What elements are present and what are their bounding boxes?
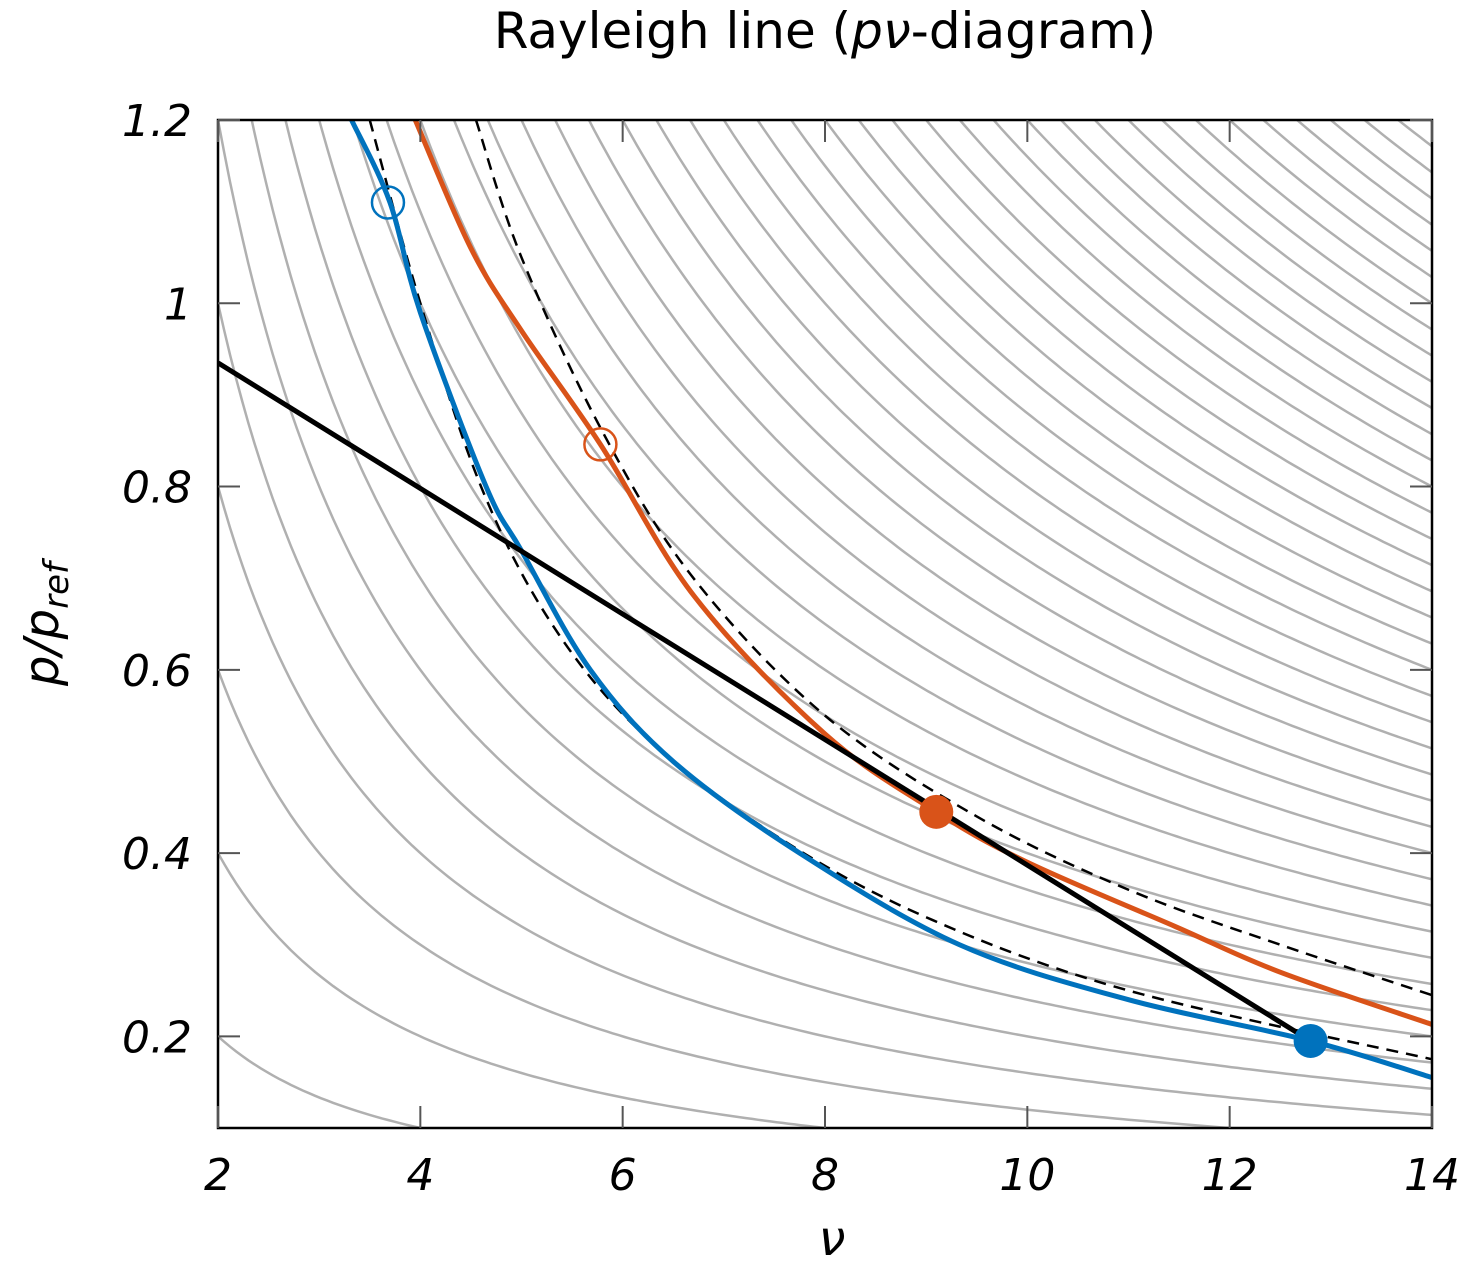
x-axis-label: ν (819, 1211, 846, 1262)
isoline (520, 120, 1432, 829)
isoline (218, 303, 1432, 1090)
title-part: pν (850, 2, 911, 60)
state-marker (583, 427, 618, 462)
isoline (924, 120, 1432, 514)
x-tick-label: 8 (811, 1150, 839, 1201)
y-label-sub: ref (37, 557, 77, 609)
y-tick-label: 0.4 (122, 829, 192, 880)
isoline (317, 120, 1432, 986)
isoline (587, 120, 1432, 776)
isoline (823, 120, 1432, 593)
isoline (218, 486, 1432, 1117)
state-marker (370, 185, 406, 220)
series-line (412, 120, 1432, 1027)
y-tick-label: 0.6 (122, 646, 192, 697)
y-tick-label: 1 (164, 279, 192, 330)
isoline (218, 852, 836, 1128)
isoline (250, 120, 1432, 1038)
isoline (351, 120, 1432, 960)
series-line (218, 360, 1312, 1044)
y-tick-label: 0.2 (122, 1012, 192, 1063)
isoline (553, 120, 1432, 802)
series-line (368, 120, 1432, 1061)
x-tick-label: 12 (1202, 1150, 1258, 1201)
isoline (452, 120, 1432, 881)
isoline (958, 120, 1432, 488)
x-tick-label: 2 (204, 1150, 232, 1201)
series-line (474, 120, 1432, 997)
x-tick-label: 4 (406, 1150, 434, 1201)
y-tick-label: 0.8 (122, 463, 192, 514)
y-tick-label: 1.2 (122, 96, 192, 147)
series-line (349, 120, 1432, 1080)
state-marker (919, 794, 954, 829)
state-marker (1293, 1023, 1328, 1058)
axes: 2 4 6 8 10 12 14 0.2 0.4 0.6 0.8 1 1.2 (122, 96, 1460, 1201)
isoline (688, 120, 1432, 698)
isoline (218, 120, 1432, 1064)
x-tick-label: 10 (999, 1150, 1055, 1201)
isoline (621, 120, 1432, 750)
isoline (1025, 120, 1432, 436)
x-tick-label: 6 (609, 1150, 637, 1201)
chart-title: Rayleigh line (pν-diagram) (494, 2, 1157, 60)
x-tick-label: 14 (1404, 1150, 1460, 1201)
isoline (218, 669, 1247, 1128)
isoline (486, 120, 1432, 855)
isoline (1126, 120, 1432, 357)
title-part: Rayleigh line ( (494, 2, 851, 60)
isoline (789, 120, 1432, 619)
y-label-main: p/p (14, 609, 70, 687)
plot-area (218, 120, 1432, 1128)
isoline (722, 120, 1432, 671)
isoline (1194, 120, 1432, 305)
isoline (1093, 120, 1432, 383)
isoline (654, 120, 1432, 724)
isoline (1059, 120, 1432, 410)
isoline (756, 120, 1432, 645)
y-axis-label: p/pref (14, 557, 77, 687)
isoline (857, 120, 1432, 567)
isoline (890, 120, 1432, 541)
isoline (991, 120, 1432, 462)
isoline (1160, 120, 1432, 331)
isoline (419, 120, 1432, 907)
title-part: -diagram) (911, 2, 1156, 60)
